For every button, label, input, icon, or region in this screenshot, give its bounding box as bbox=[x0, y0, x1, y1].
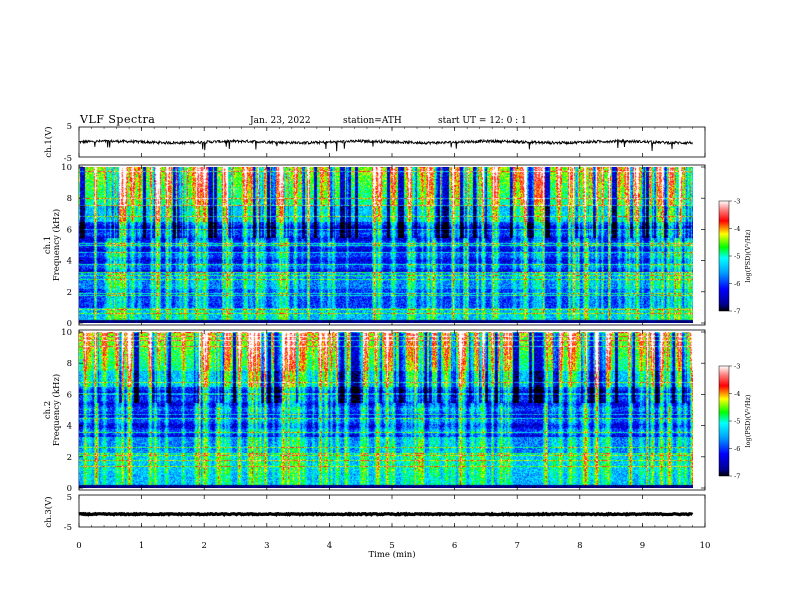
time-tick-label: 3 bbox=[264, 541, 269, 551]
station-label: station=ATH bbox=[343, 116, 402, 126]
ch3-ytick-bottom: -5 bbox=[64, 523, 72, 533]
ch1-colorbar bbox=[718, 200, 730, 312]
colorbar-tick-label: -5 bbox=[734, 253, 740, 261]
ch1-colorbar-ticks: -3 -4 -5 -6 -7 bbox=[729, 198, 740, 316]
ch3-waveform-panel: 5 -5 ch.3(V) bbox=[43, 493, 706, 533]
ch1-spectrogram-image bbox=[79, 167, 693, 323]
time-tick-label: 4 bbox=[327, 541, 332, 551]
frequency-tick-label: 10 bbox=[61, 163, 72, 173]
ch1-frequency-axis: 0 2 4 6 8 10 bbox=[61, 163, 705, 329]
frequency-tick-label: 6 bbox=[67, 225, 72, 235]
ch2-colorbar-label: log(PSD)(V²/Hz) bbox=[744, 394, 752, 447]
colorbar-tick-label: -5 bbox=[734, 418, 740, 426]
colorbar-tick-label: -7 bbox=[734, 473, 740, 481]
frequency-tick-label: 4 bbox=[67, 257, 72, 267]
ch2-frequency-ylabel: Frequency (kHz) bbox=[51, 374, 62, 446]
time-tick-label: 5 bbox=[389, 541, 394, 551]
frequency-tick-label: 4 bbox=[67, 422, 72, 432]
time-tick-label: 8 bbox=[577, 541, 582, 551]
ch2-colorbar bbox=[718, 365, 730, 477]
ch1-frequency-ylabel: Frequency (kHz) bbox=[51, 209, 62, 281]
frequency-tick-label: 0 bbox=[67, 319, 72, 329]
ch2-colorbar-ticks: -3 -4 -5 -6 -7 bbox=[729, 363, 740, 481]
colorbar-tick-label: -4 bbox=[734, 390, 740, 398]
ch3-waveform-trace bbox=[78, 511, 694, 517]
frequency-tick-label: 10 bbox=[61, 328, 72, 338]
date-label: Jan. 23, 2022 bbox=[249, 116, 311, 126]
ch3-waveform-line bbox=[78, 511, 694, 517]
ch2-panel-label: ch.2 bbox=[43, 401, 53, 419]
time-tick-label: 10 bbox=[700, 541, 711, 551]
colorbar-tick-label: -3 bbox=[734, 198, 740, 206]
ch1-waveform-panel: 5 -5 ch.1(V) bbox=[43, 122, 706, 164]
ch3-waveform-frame bbox=[78, 494, 706, 528]
time-tick-label: 6 bbox=[452, 541, 457, 551]
ch1-waveform-line bbox=[78, 138, 693, 152]
time-tick-label: 2 bbox=[201, 541, 206, 551]
colorbar-tick-label: -6 bbox=[734, 445, 740, 453]
time-tick-label: 9 bbox=[640, 541, 645, 551]
ch1-ytick-top: 5 bbox=[67, 122, 72, 132]
ch3-ytick-top: 5 bbox=[67, 493, 72, 503]
ch1-ylabel: ch.1(V) bbox=[43, 126, 54, 157]
ch1-colorbar-label: log(PSD)(V²/Hz) bbox=[744, 229, 752, 282]
figure-title: VLF Spectra bbox=[79, 113, 155, 126]
colorbar-tick-label: -4 bbox=[734, 225, 740, 233]
frequency-tick-label: 2 bbox=[67, 288, 72, 298]
time-tick-label: 7 bbox=[514, 541, 519, 551]
frequency-tick-label: 2 bbox=[67, 453, 72, 463]
frequency-tick-label: 6 bbox=[67, 390, 72, 400]
time-tick-label: 1 bbox=[139, 541, 144, 551]
ch2-spectrogram-image bbox=[79, 332, 693, 488]
time-axis-label: Time (min) bbox=[368, 549, 415, 560]
time-axis: 0 1 2 3 4 5 6 7 8 9 10 bbox=[76, 127, 710, 551]
frequency-tick-label: 8 bbox=[67, 194, 72, 204]
start-time-label: start UT = 12: 0 : 1 bbox=[438, 116, 527, 126]
ch1-ytick-bottom: -5 bbox=[64, 154, 72, 164]
colorbar-tick-label: -3 bbox=[734, 363, 740, 371]
time-tick-label: 0 bbox=[76, 541, 81, 551]
ch2-frequency-axis: 0 2 4 6 8 10 bbox=[61, 328, 705, 494]
ch1-panel-label: ch.1 bbox=[43, 236, 53, 254]
colorbar-tick-label: -6 bbox=[734, 280, 740, 288]
ch3-ylabel: ch.3(V) bbox=[43, 496, 54, 527]
frequency-tick-label: 8 bbox=[67, 359, 72, 369]
ch1-waveform-trace bbox=[78, 138, 693, 152]
colorbar-tick-label: -7 bbox=[734, 308, 740, 316]
frequency-tick-label: 0 bbox=[67, 484, 72, 494]
